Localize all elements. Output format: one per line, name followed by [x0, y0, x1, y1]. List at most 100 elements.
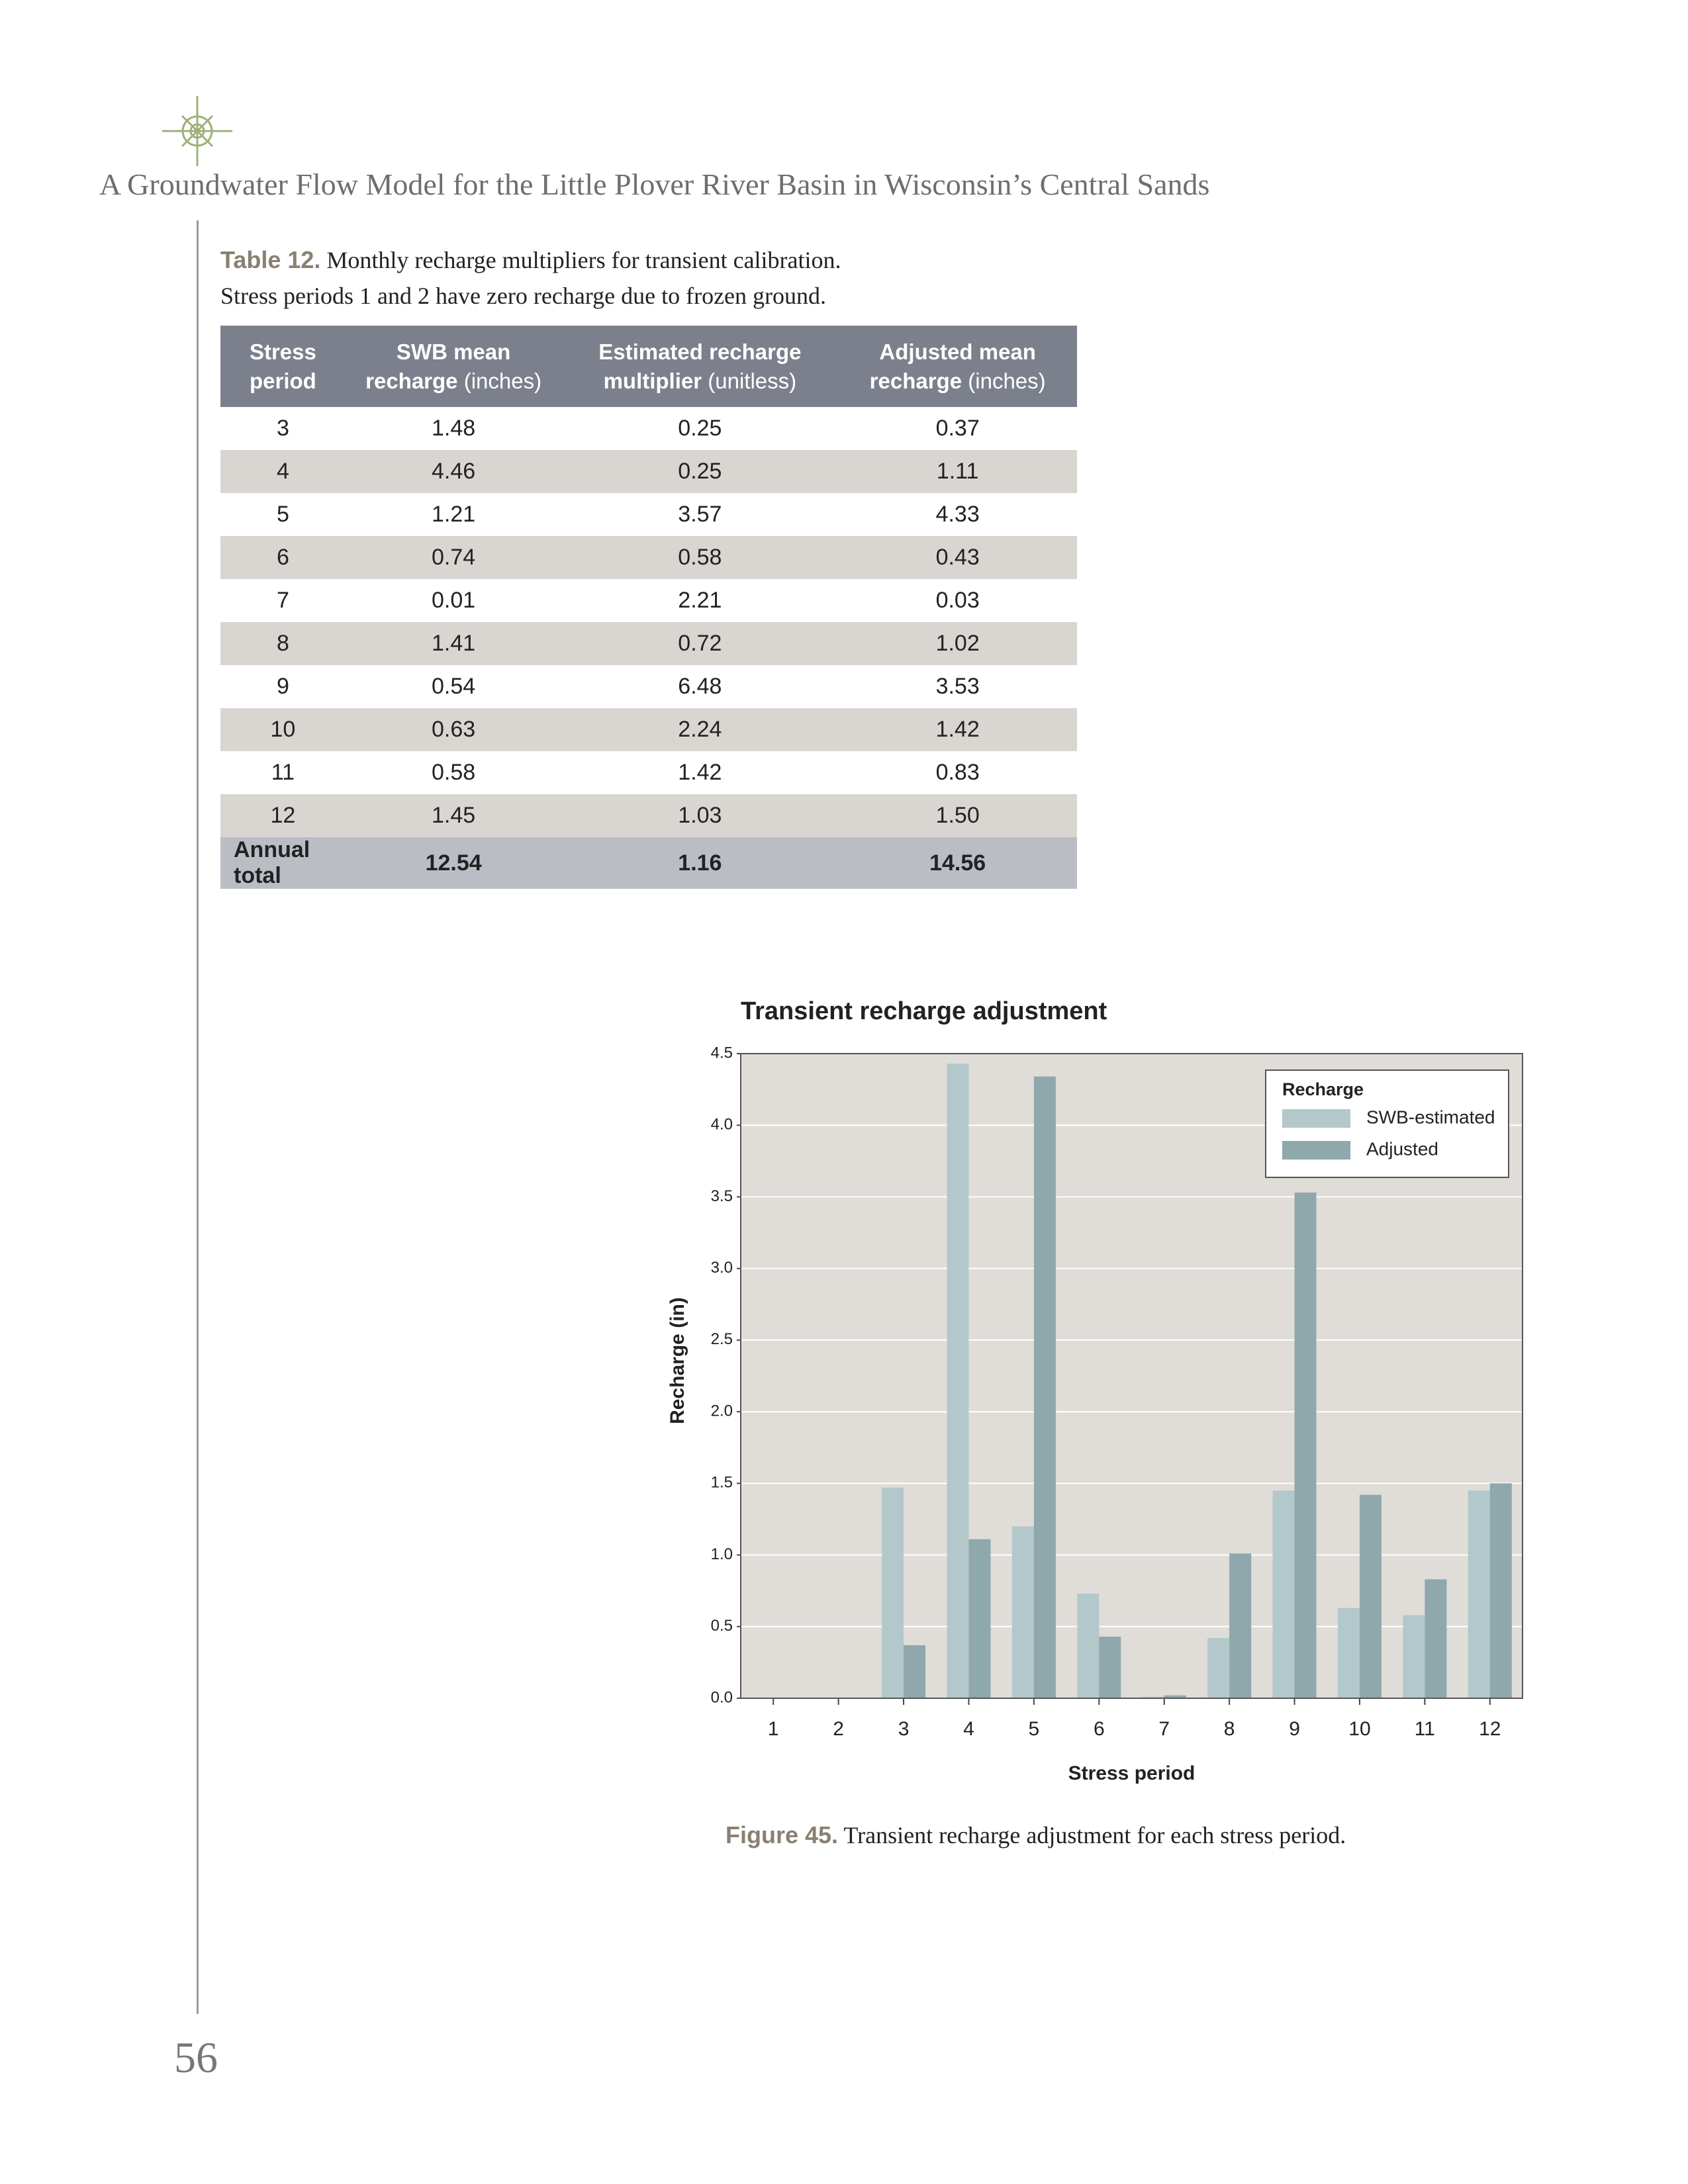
table-cell: 1.48: [432, 416, 476, 441]
bar: [1425, 1579, 1447, 1698]
table-cell: 0.03: [935, 588, 980, 613]
table-cell: 4.46: [345, 450, 562, 493]
header-cell: SWB mean recharge (inches): [345, 326, 562, 407]
header-text: SWB mean recharge: [365, 339, 511, 393]
table-cell: 2.21: [678, 588, 722, 613]
y-tick-label: 3.0: [711, 1259, 733, 1277]
table-caption: Table 12. Monthly recharge multipliers f…: [220, 242, 841, 314]
y-tick-label: 0.5: [711, 1617, 733, 1635]
table-row: 12 1.45 1.03 1.50: [220, 794, 1077, 837]
bar: [1033, 1076, 1056, 1698]
x-tick-label: 10: [1348, 1718, 1370, 1740]
table-row: 5 1.21 3.57 4.33: [220, 493, 1077, 536]
header-text: Estimated recharge multiplier: [598, 339, 802, 393]
table-row: 3 1.48 0.25 0.37: [220, 407, 1077, 450]
header-unit: (unitless): [708, 368, 797, 393]
table-cell: 3.57: [678, 502, 722, 527]
bar: [882, 1487, 904, 1698]
caption-text: Stress periods 1 and 2 have zero recharg…: [220, 283, 827, 309]
plot-frame: [740, 1053, 1523, 1699]
y-tick-label: 4.5: [711, 1044, 733, 1062]
y-axis-label: Recharge (in): [667, 1297, 688, 1424]
x-axis-label: Stress period: [1068, 1762, 1196, 1784]
table-cell: 1.11: [838, 450, 1077, 493]
bar: [1077, 1593, 1100, 1698]
header-cell: Stress period: [220, 326, 346, 407]
x-tick-label: 1: [768, 1718, 779, 1740]
table-cell: 0.43: [838, 536, 1077, 579]
legend-title: Recharge: [1282, 1079, 1364, 1099]
table-cell: 1.41: [345, 622, 562, 665]
table-cell: 4.33: [935, 502, 980, 527]
table-label: Table 12.: [220, 246, 321, 273]
x-tick-label: 11: [1415, 1718, 1435, 1740]
figure-caption: Figure 45. Transient recharge adjustment…: [726, 1821, 1346, 1849]
table-cell: 1.21: [432, 502, 476, 527]
table-cell: 10: [220, 708, 346, 751]
x-tick-label: 5: [1029, 1718, 1040, 1740]
table-cell: 0.58: [561, 536, 839, 579]
table-cell: 5: [276, 502, 289, 527]
header-text: Adjusted mean recharge: [869, 339, 1036, 393]
table-cell: 0.63: [345, 708, 562, 751]
bar: [1164, 1695, 1186, 1698]
bar: [1142, 1696, 1164, 1698]
table-cell: 0.25: [678, 416, 722, 441]
table-row: 4 4.46 0.25 1.11: [220, 450, 1077, 493]
bar: [1294, 1192, 1317, 1698]
header-cell: Estimated recharge multiplier (unitless): [561, 326, 839, 407]
x-tick-label: 3: [898, 1718, 910, 1740]
bar: [1403, 1615, 1425, 1698]
x-tick-label: 7: [1158, 1718, 1170, 1740]
header-text: Stress period: [249, 339, 316, 393]
y-tick-label: 4.0: [711, 1116, 733, 1134]
table-cell: 0.37: [935, 416, 980, 441]
table-cell: Annual total: [220, 837, 346, 889]
table-cell: 7: [276, 588, 289, 613]
table-cell: 11: [271, 760, 295, 785]
bar: [1272, 1490, 1295, 1698]
y-tick-label: 1.0: [711, 1545, 733, 1563]
y-tick-label: 2.5: [711, 1330, 733, 1348]
bar: [1468, 1490, 1490, 1698]
table-cell: 6.48: [678, 674, 722, 699]
table-cell: 0.83: [935, 760, 980, 785]
table-row: 7 0.01 2.21 0.03: [220, 579, 1077, 622]
header-cell: Adjusted mean recharge (inches): [838, 326, 1077, 407]
legend-label: Adjusted: [1366, 1138, 1438, 1159]
legend-swatch: [1282, 1109, 1350, 1128]
table-cell: 1.16: [561, 837, 839, 889]
table-row: 8 1.41 0.72 1.02: [220, 622, 1077, 665]
x-tick-label: 2: [833, 1718, 844, 1740]
bar: [1207, 1638, 1230, 1698]
table-cell: 4: [220, 450, 346, 493]
header-unit: (inches): [463, 368, 542, 393]
x-tick-label: 6: [1094, 1718, 1105, 1740]
table-cell: 0.54: [432, 674, 476, 699]
header-unit: (inches): [968, 368, 1046, 393]
table-cell: 8: [220, 622, 346, 665]
bar: [1359, 1494, 1382, 1698]
y-tick-label: 0.0: [711, 1688, 733, 1706]
y-tick-label: 3.5: [711, 1187, 733, 1205]
page-number: 56: [174, 2034, 218, 2082]
bar: [1229, 1553, 1252, 1698]
y-tick-label: 2.0: [711, 1402, 733, 1420]
chart-title: Transient recharge adjustment: [741, 997, 1107, 1025]
compass-icon: [162, 96, 232, 166]
header-row: Stress period SWB mean recharge (inches) E…: [220, 326, 1077, 407]
table-cell: 1.50: [838, 794, 1077, 837]
table-cell: 1.03: [561, 794, 839, 837]
x-tick-label: 9: [1289, 1718, 1300, 1740]
bar: [1489, 1483, 1512, 1698]
x-tick-label: 8: [1224, 1718, 1235, 1740]
bar: [1099, 1636, 1121, 1698]
table-row: 10 0.63 2.24 1.42: [220, 708, 1077, 751]
table-row: 9 0.54 6.48 3.53: [220, 665, 1077, 708]
document-title: A Groundwater Flow Model for the Little …: [99, 167, 1210, 201]
caption-text: Monthly recharge multipliers for transie…: [326, 247, 841, 273]
data-table: Stress period SWB mean recharge (inches) E…: [220, 326, 1077, 889]
legend-label: SWB-estimated: [1366, 1107, 1495, 1127]
table-row: 6 0.74 0.58 0.43: [220, 536, 1077, 579]
